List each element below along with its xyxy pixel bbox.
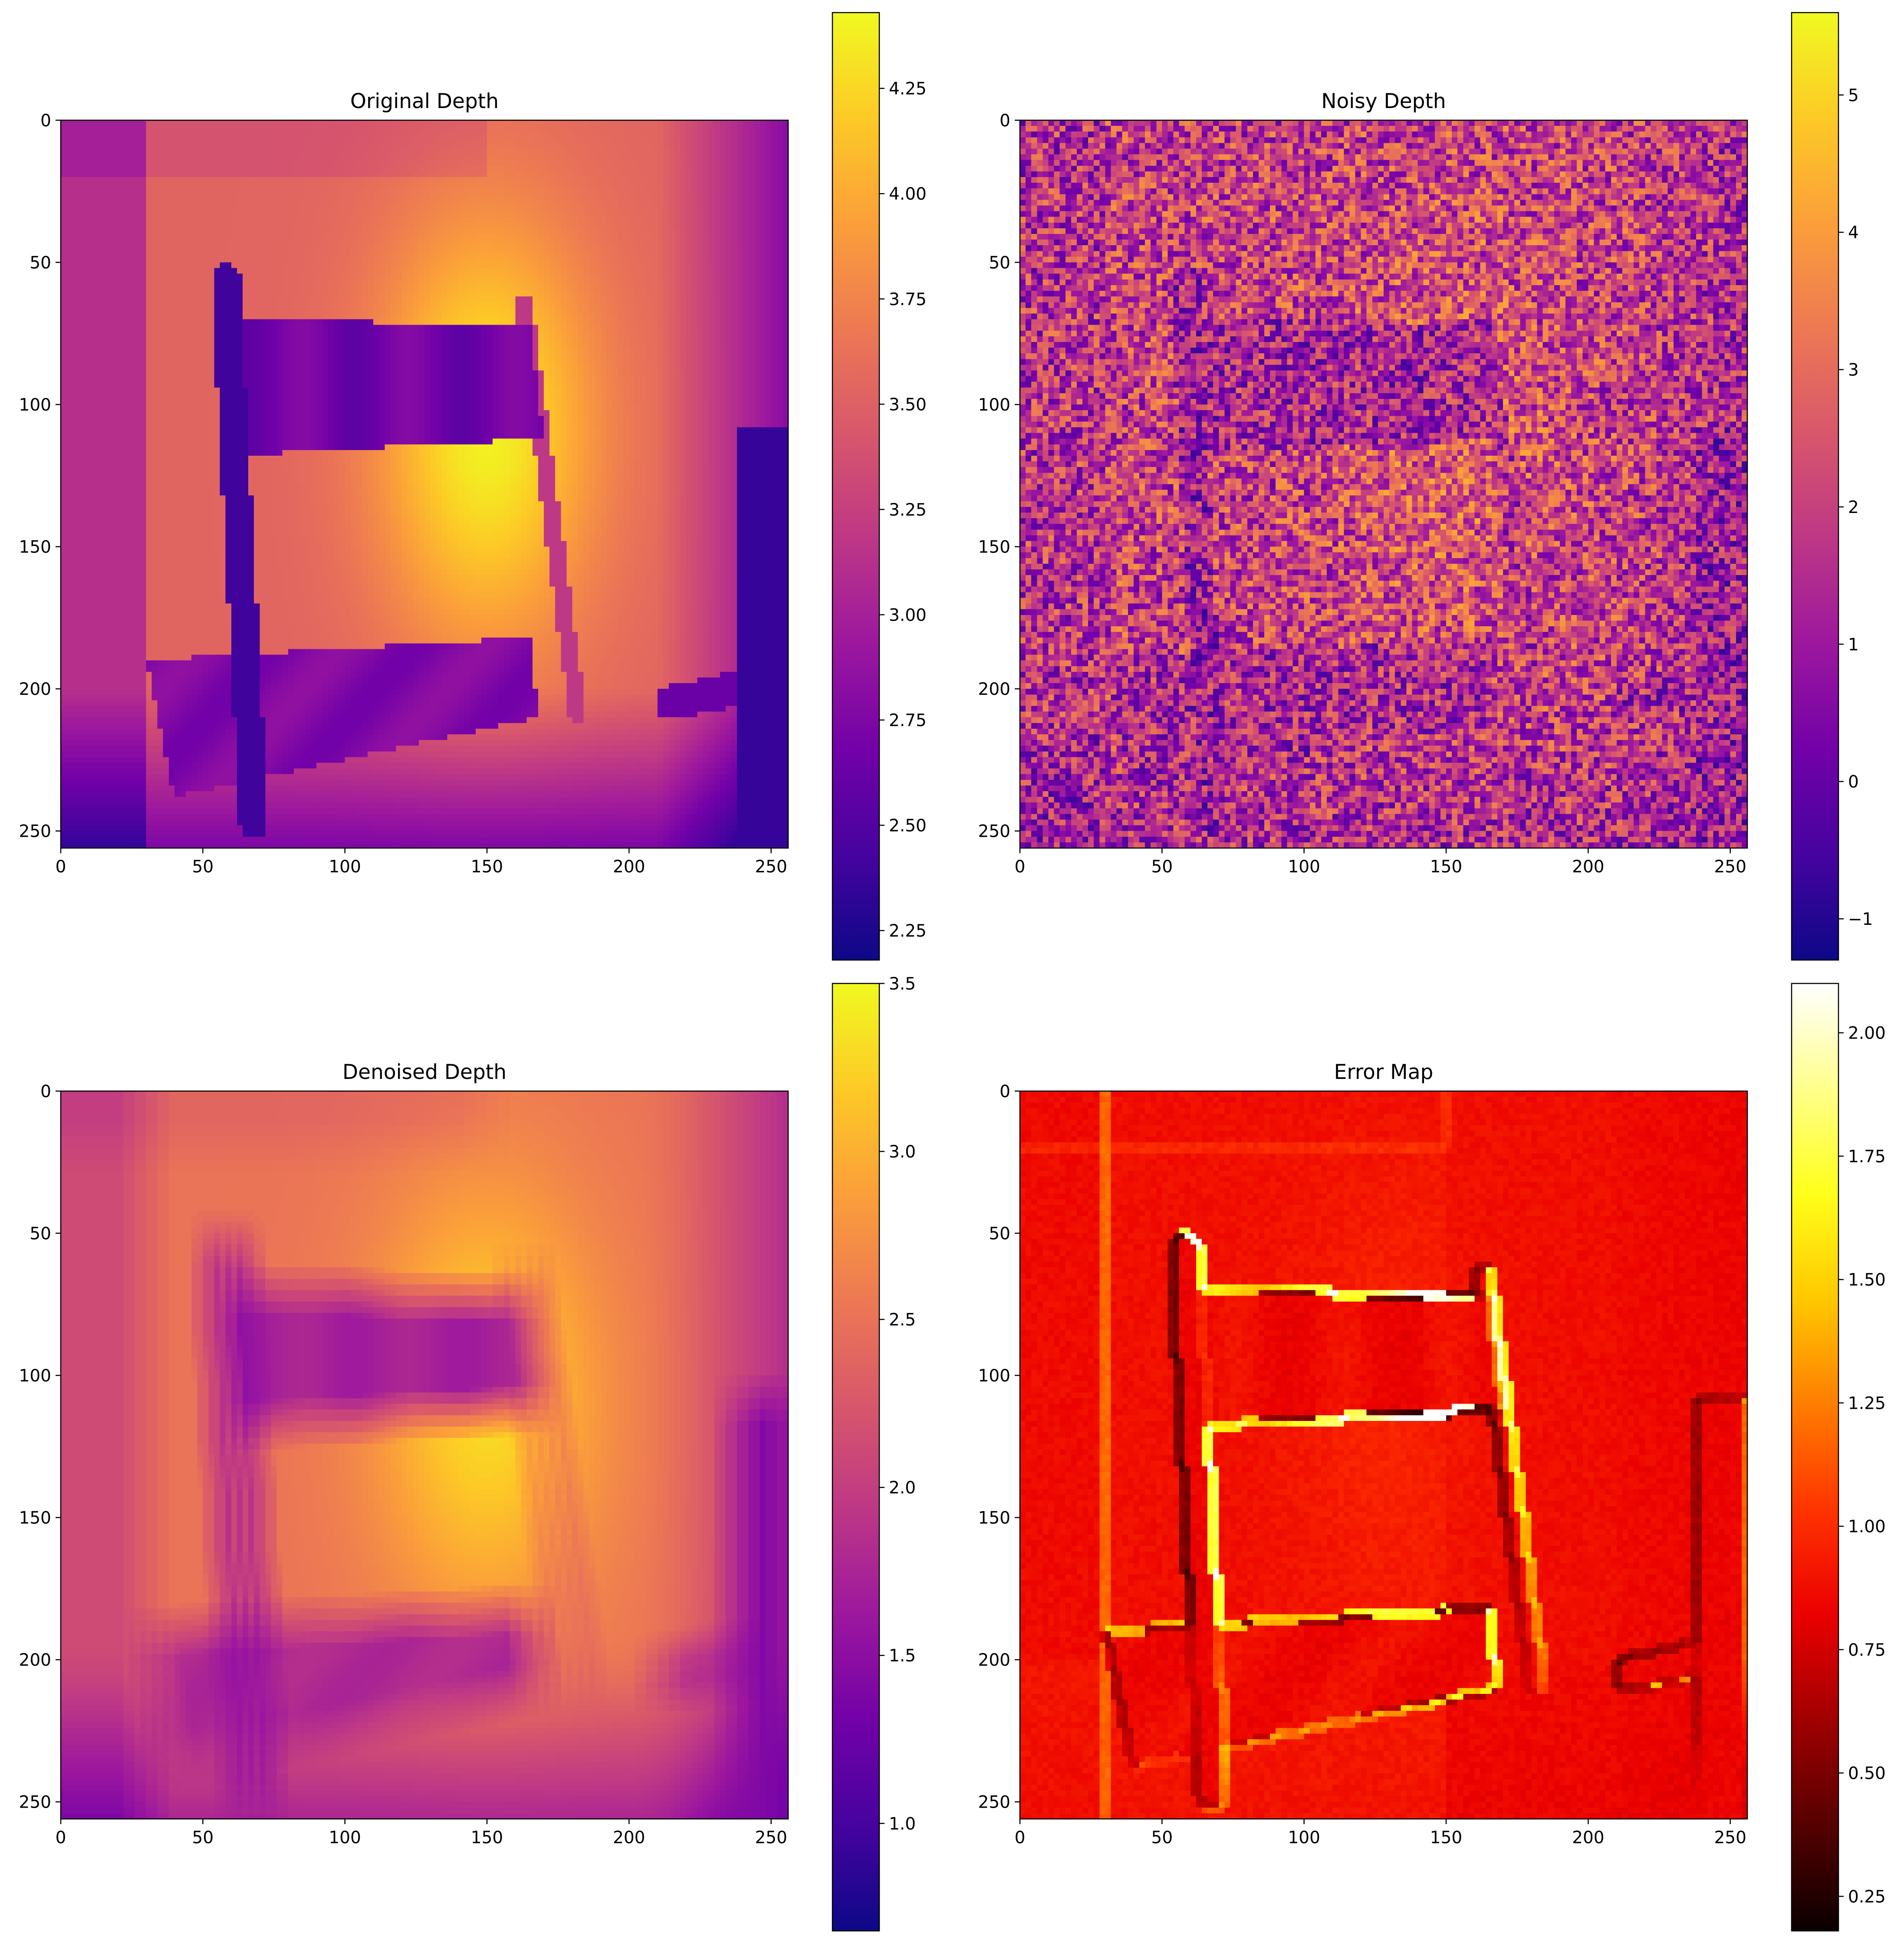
y-tick-label: 0 <box>1000 111 1010 131</box>
colorbar-tick-label: 2.0 <box>889 1478 916 1498</box>
y-tick-label: 150 <box>978 538 1010 557</box>
colorbar-tick-label: 2.00 <box>1848 1024 1886 1043</box>
colorbar <box>832 983 880 1932</box>
colorbar-tick-label: 3.5 <box>889 974 916 994</box>
colorbar-tick-label: 3.00 <box>889 605 927 625</box>
x-tick-label: 150 <box>471 857 503 877</box>
x-tick-label: 0 <box>56 857 66 877</box>
colorbar-tick-label: 4 <box>1848 223 1859 243</box>
colorbar-tick-label: 5 <box>1848 86 1859 105</box>
axes-frame <box>60 1090 789 1820</box>
colorbar-tick-label: 0.25 <box>1848 1887 1886 1907</box>
x-tick-label: 50 <box>1151 857 1173 877</box>
colorbar-tick-label: 1.25 <box>1848 1394 1886 1413</box>
panel-title: Error Map <box>1334 1060 1434 1084</box>
x-tick-label: 50 <box>192 857 214 877</box>
y-tick-label: 150 <box>19 538 51 557</box>
x-tick-label: 0 <box>1015 1828 1026 1848</box>
axes-frame <box>1019 119 1748 849</box>
colorbar-tick-label: 2.50 <box>889 816 927 836</box>
x-tick-label: 100 <box>329 1828 361 1848</box>
x-tick-label: 150 <box>471 1828 503 1848</box>
colorbar <box>1791 12 1839 961</box>
heatmap-image <box>1020 120 1747 848</box>
y-tick-label: 250 <box>978 822 1010 842</box>
colorbar-tick-label: 2.25 <box>889 921 927 941</box>
x-tick-label: 250 <box>1714 857 1746 877</box>
colorbar-tick-label: 4.25 <box>889 79 927 99</box>
colorbar-tick-label: 2 <box>1848 498 1859 517</box>
colorbar-tick-label: 3.25 <box>889 500 927 520</box>
heatmap-image <box>1020 1091 1747 1819</box>
y-tick-label: 150 <box>978 1509 1010 1528</box>
heatmap-image <box>61 120 788 848</box>
axes-frame <box>60 119 789 849</box>
y-tick-label: 150 <box>19 1509 51 1528</box>
colorbar-tick-label: 3.75 <box>889 290 927 309</box>
colorbar-tick-label: 1.5 <box>889 1646 916 1666</box>
x-tick-label: 150 <box>1430 857 1462 877</box>
x-tick-label: 0 <box>1015 857 1026 877</box>
colorbar-tick-label: 4.00 <box>889 184 927 204</box>
y-tick-label: 200 <box>19 1651 51 1670</box>
colorbar-tick-label: 1.00 <box>1848 1517 1886 1537</box>
colorbar-tick-label: 3.0 <box>889 1142 916 1162</box>
y-tick-label: 100 <box>978 1366 1010 1386</box>
y-tick-label: 0 <box>40 111 51 131</box>
y-tick-label: 50 <box>989 253 1010 273</box>
colorbar-tick-label: 3.50 <box>889 395 927 414</box>
colorbar-tick-label: 1.50 <box>1848 1270 1886 1290</box>
colorbar-tick-label: 3 <box>1848 361 1859 380</box>
panel-title: Denoised Depth <box>342 1060 506 1084</box>
x-tick-label: 250 <box>755 1828 787 1848</box>
x-tick-label: 200 <box>613 1828 645 1848</box>
colorbar-tick-label: 2.75 <box>889 711 927 730</box>
y-tick-label: 0 <box>40 1082 51 1102</box>
colorbar <box>1791 983 1839 1932</box>
y-tick-label: 50 <box>30 1224 51 1244</box>
y-tick-label: 200 <box>978 1651 1010 1670</box>
y-tick-label: 250 <box>978 1793 1010 1812</box>
panel-3: Denoised Depth 0 50 100 150 200 250 0 50 100 150 20… <box>19 974 916 1932</box>
x-tick-label: 0 <box>56 1828 66 1848</box>
x-tick-label: 250 <box>1714 1828 1746 1848</box>
colorbar-tick-label: 1.75 <box>1848 1147 1886 1167</box>
x-tick-label: 250 <box>755 857 787 877</box>
colorbar-tick-label: 0 <box>1848 773 1859 792</box>
x-tick-label: 200 <box>613 857 645 877</box>
panel-title: Original Depth <box>350 89 499 113</box>
panel-4: Error Map 0 50 100 150 200 250 0 50 100 150 200 250 0… <box>978 983 1886 1932</box>
colorbar <box>832 12 880 961</box>
x-tick-label: 150 <box>1430 1828 1462 1848</box>
panel-title: Noisy Depth <box>1321 89 1446 113</box>
x-tick-label: 200 <box>1572 857 1604 877</box>
axes-frame <box>1019 1090 1748 1820</box>
x-tick-label: 50 <box>1151 1828 1173 1848</box>
x-tick-label: 100 <box>329 857 361 877</box>
x-tick-label: 50 <box>192 1828 214 1848</box>
y-tick-label: 0 <box>1000 1082 1010 1102</box>
y-tick-label: 50 <box>30 253 51 273</box>
colorbar-tick-label: 2.5 <box>889 1310 916 1330</box>
y-tick-label: 100 <box>978 395 1010 415</box>
colorbar-tick-label: 0.50 <box>1848 1764 1886 1783</box>
colorbar-tick-label: 1 <box>1848 635 1859 654</box>
y-tick-label: 200 <box>978 680 1010 699</box>
y-tick-label: 250 <box>19 1793 51 1812</box>
x-tick-label: 200 <box>1572 1828 1604 1848</box>
x-tick-label: 100 <box>1288 857 1320 877</box>
y-tick-label: 100 <box>19 395 51 415</box>
y-tick-label: 200 <box>19 680 51 699</box>
y-tick-label: 250 <box>19 822 51 842</box>
colorbar-tick-label: 0.75 <box>1848 1641 1886 1660</box>
y-tick-label: 100 <box>19 1366 51 1386</box>
y-tick-label: 50 <box>989 1224 1010 1244</box>
colorbar-tick-label: 1.0 <box>889 1814 916 1834</box>
x-tick-label: 100 <box>1288 1828 1320 1848</box>
heatmap-image <box>61 1091 788 1819</box>
colorbar-tick-label: −1 <box>1848 910 1873 929</box>
